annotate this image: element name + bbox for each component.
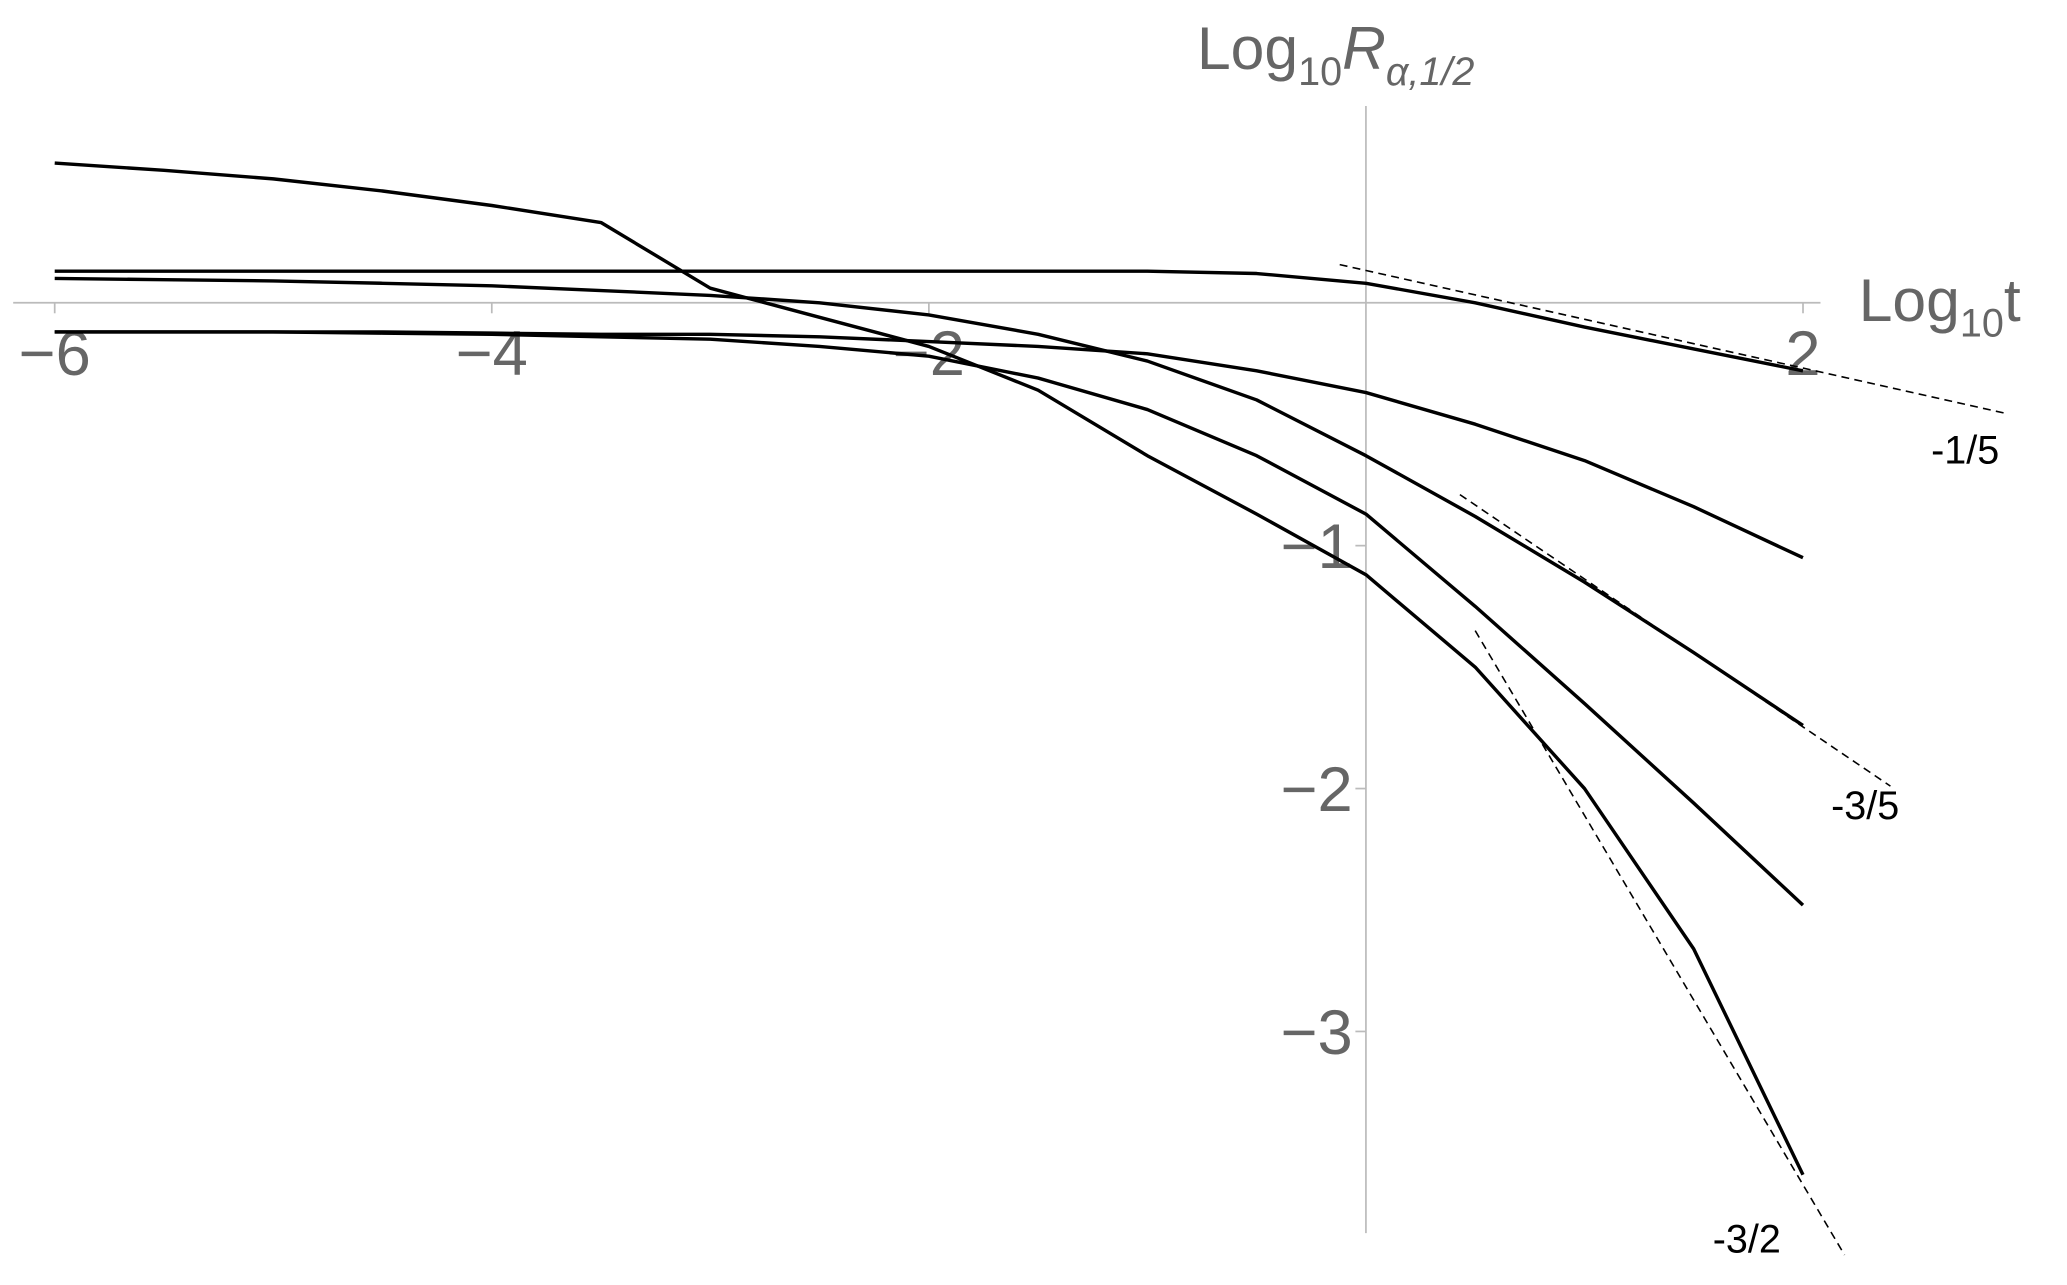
y-label-part: Log (1197, 14, 1298, 82)
line (54, 330, 1805, 907)
x-label-part: Log (1859, 266, 1960, 334)
y-tick-label: −3 (1281, 998, 1353, 1068)
y-label-part: α,1/2 (1386, 50, 1474, 94)
reference-label: -3/5 (1831, 784, 1899, 828)
line (54, 276, 1804, 727)
line (54, 161, 1805, 1176)
y-tick-label: −2 (1281, 755, 1353, 825)
x-label-part: 10 (1960, 302, 2004, 346)
y-label-part: 10 (1298, 50, 1342, 94)
reference-label: -1/5 (1931, 429, 1999, 473)
reference-line (1339, 263, 2007, 415)
y-axis-label: Log10Rα,1/2 (1197, 14, 1474, 94)
x-axis-label: Log10t (1859, 266, 2021, 346)
reference-label: -3/2 (1713, 1217, 1781, 1261)
x-label-part: t (2004, 266, 2021, 334)
reference-line (1459, 493, 1891, 787)
x-tick-label: −6 (19, 319, 91, 389)
x-tick-label: −4 (456, 319, 528, 389)
x-tick-label: 2 (1785, 319, 1820, 389)
reference-line (1474, 630, 1846, 1256)
y-label-part: R (1342, 14, 1386, 82)
line (54, 269, 1804, 373)
